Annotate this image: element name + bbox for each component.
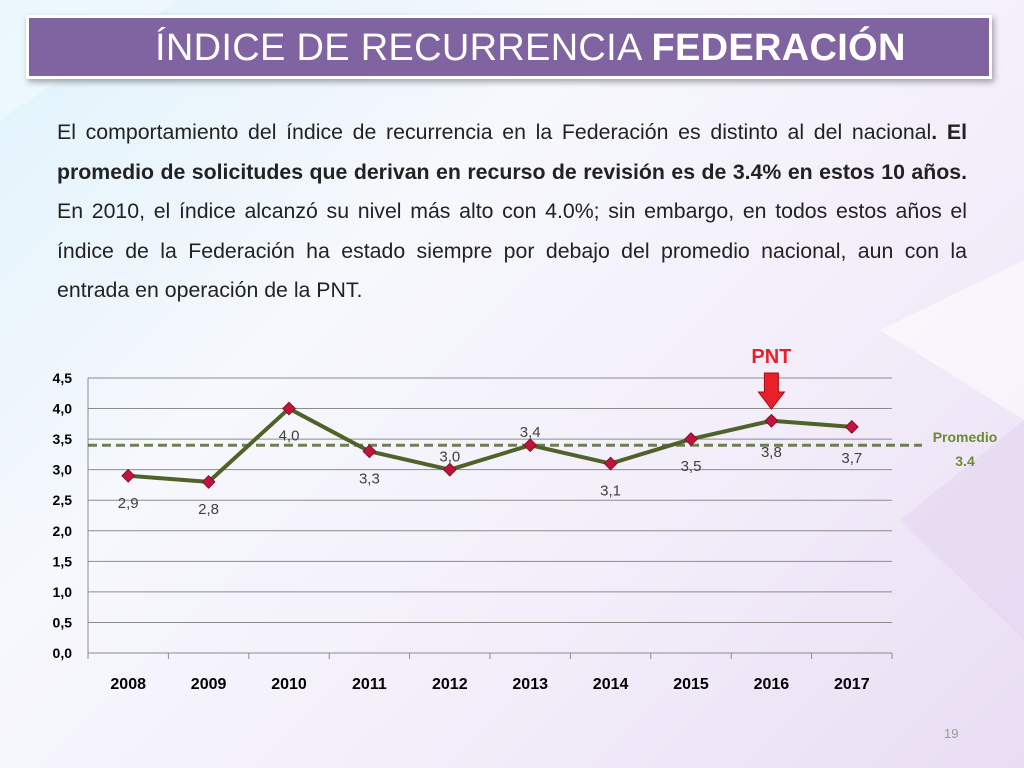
data-point-marker: [603, 456, 618, 471]
y-tick-label: 1,5: [53, 553, 73, 569]
data-point-marker: [121, 468, 136, 483]
x-tick-label: 2016: [754, 676, 790, 693]
paragraph-part3: En 2010, el índice alcanzó su nivel más …: [57, 199, 967, 302]
x-tick-label: 2010: [271, 676, 307, 693]
y-tick-label: 3,0: [53, 462, 73, 478]
y-tick-label: 2,0: [53, 523, 73, 539]
data-point-marker: [442, 462, 457, 477]
data-point-marker: [523, 438, 538, 453]
x-tick-label: 2013: [512, 676, 548, 693]
data-label: 3,0: [439, 449, 460, 466]
x-tick-label: 2011: [352, 676, 387, 693]
data-label: 3,4: [520, 424, 541, 441]
title-bold: FEDERACIÓN: [651, 27, 906, 69]
data-label: 4,0: [279, 428, 300, 445]
y-tick-label: 4,5: [53, 370, 73, 386]
data-point-marker: [764, 413, 779, 428]
average-value-label: 3.4: [955, 453, 975, 469]
data-label: 3,8: [761, 444, 782, 461]
paragraph-part2: . El promedio de solicitudes que derivan…: [57, 120, 967, 184]
page-number: 19: [944, 726, 959, 741]
y-tick-label: 4,0: [53, 401, 73, 417]
data-point-marker: [201, 474, 216, 489]
y-tick-label: 1,0: [53, 584, 73, 600]
data-label: 3,3: [359, 470, 380, 487]
x-tick-label: 2017: [834, 676, 870, 693]
data-label: 3,1: [600, 483, 621, 500]
pnt-annotation-label: PNT: [751, 346, 791, 368]
slide-title: ÍNDICE DE RECURRENCIA FEDERACIÓN: [155, 24, 906, 72]
x-tick-label: 2012: [432, 676, 468, 693]
pnt-arrow-icon: [757, 372, 786, 410]
y-tick-label: 3,5: [53, 431, 73, 447]
paragraph-part1: El comportamiento del índice de recurren…: [57, 120, 932, 144]
average-label: Promedio: [933, 429, 998, 445]
data-point-marker: [282, 401, 296, 416]
data-point-marker: [684, 432, 698, 447]
data-label: 2,8: [198, 501, 219, 518]
series-line: [128, 406, 852, 484]
y-tick-label: 2,5: [53, 492, 73, 508]
x-tick-label: 2009: [191, 676, 227, 693]
x-tick-label: 2008: [110, 676, 146, 693]
data-point-marker: [362, 444, 377, 459]
data-label: 2,9: [118, 495, 139, 512]
description-paragraph: El comportamiento del índice de recurren…: [57, 113, 967, 311]
x-tick-label: 2014: [593, 676, 629, 693]
y-tick-label: 0,0: [53, 645, 73, 661]
x-tick-label: 2015: [673, 676, 709, 693]
y-tick-label: 0,5: [53, 614, 73, 630]
data-point-marker: [844, 419, 859, 434]
data-label: 3,5: [681, 458, 702, 475]
data-label: 3,7: [841, 450, 862, 467]
title-regular: ÍNDICE DE RECURRENCIA: [155, 27, 652, 69]
title-banner: ÍNDICE DE RECURRENCIA FEDERACIÓN: [26, 15, 992, 79]
